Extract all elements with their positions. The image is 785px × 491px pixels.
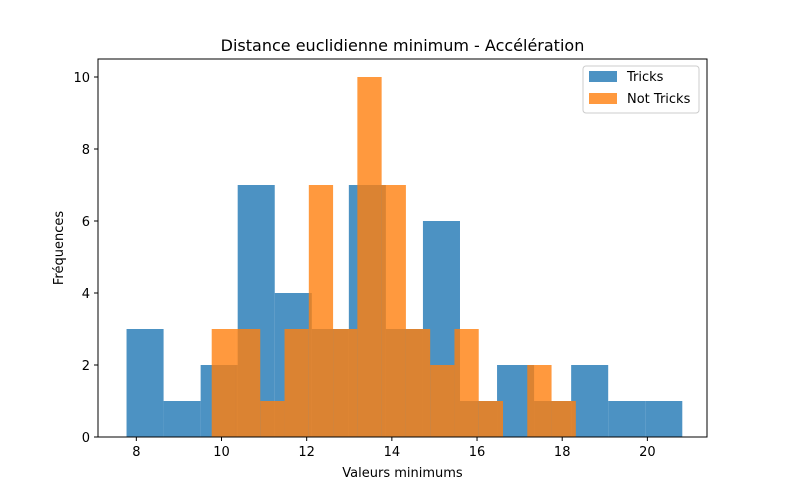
- y-tick-label: 2: [82, 359, 90, 374]
- legend-swatch: [589, 71, 617, 82]
- not-tricks-bar: [333, 329, 358, 437]
- x-tick-label: 18: [554, 445, 571, 460]
- y-tick-label: 10: [73, 71, 90, 86]
- not-tricks-bar: [478, 401, 504, 437]
- tricks-bar: [571, 365, 609, 437]
- legend: Tricks Not Tricks: [582, 65, 700, 114]
- not-tricks-bar: [357, 77, 382, 437]
- x-tick-label: 16: [469, 445, 486, 460]
- tricks-bar: [163, 401, 201, 437]
- x-axis-label: Valeurs minimums: [342, 466, 463, 481]
- not-tricks-bar: [405, 329, 431, 437]
- chart-title: Distance euclidienne minimum - Accélérat…: [221, 36, 585, 55]
- y-tick-label: 0: [82, 431, 90, 446]
- not-tricks-bar: [235, 329, 261, 437]
- x-tick-label: 14: [384, 445, 401, 460]
- bars-layer: [126, 77, 683, 437]
- y-axis-label: Fréquences: [52, 211, 67, 285]
- not-tricks-bar: [430, 365, 455, 437]
- not-tricks-bar: [308, 185, 334, 437]
- not-tricks-bar: [551, 401, 576, 437]
- not-tricks-bar: [211, 329, 236, 437]
- y-tick-label: 6: [82, 215, 90, 230]
- legend-swatch: [589, 93, 617, 104]
- tricks-bar: [645, 401, 683, 437]
- not-tricks-bar: [381, 185, 406, 437]
- not-tricks-bar: [527, 365, 552, 437]
- not-tricks-bar: [260, 401, 285, 437]
- x-tick-label: 20: [639, 445, 656, 460]
- y-tick-label: 4: [82, 287, 90, 302]
- legend-label: Tricks: [626, 70, 664, 85]
- x-tick-label: 10: [213, 445, 230, 460]
- tricks-bar: [126, 329, 164, 437]
- not-tricks-bar: [284, 329, 309, 437]
- x-axis-ticks: 8 10 12 14 16 18 20: [132, 437, 656, 460]
- y-axis-ticks: 0 2 4 6 8 10: [73, 71, 98, 446]
- tricks-bar: [608, 401, 646, 437]
- axes-frame: [97, 58, 708, 438]
- not-tricks-bar: [454, 329, 479, 437]
- x-tick-label: 8: [132, 445, 140, 460]
- x-tick-label: 12: [298, 445, 315, 460]
- legend-label: Not Tricks: [627, 92, 691, 107]
- y-tick-label: 8: [82, 143, 90, 158]
